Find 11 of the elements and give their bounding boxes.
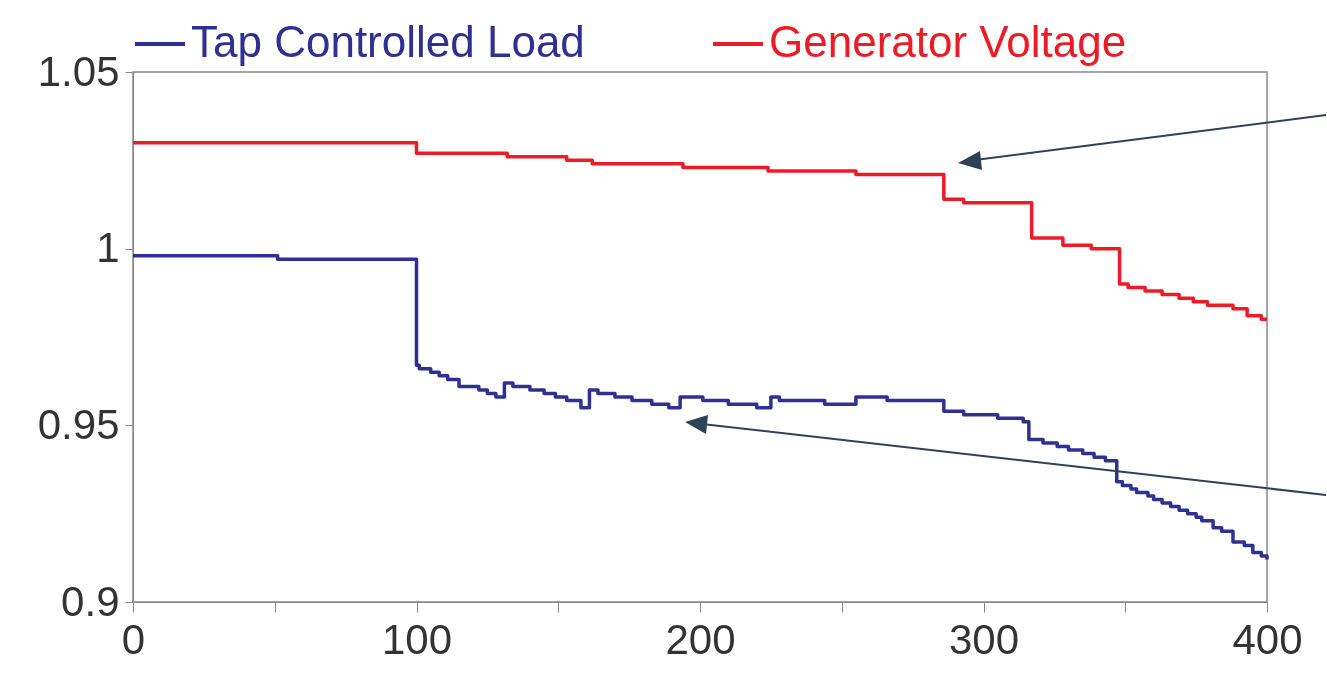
- y-tick-label: 0.95: [37, 400, 120, 448]
- y-tick-label: 1.05: [37, 47, 120, 95]
- y-tick-label: 1: [96, 224, 120, 272]
- x-tick-label: 300: [948, 615, 1020, 663]
- x-tick-label: 400: [1232, 615, 1303, 663]
- x-tick-label: 0: [121, 615, 146, 663]
- x-tick-label: 200: [665, 615, 736, 663]
- x-tick-label: 100: [381, 615, 453, 663]
- legend-label: Tap Controlled Load: [191, 17, 585, 66]
- y-tick-label: 0.9: [61, 577, 120, 625]
- legend-label: Generator Voltage: [769, 17, 1127, 66]
